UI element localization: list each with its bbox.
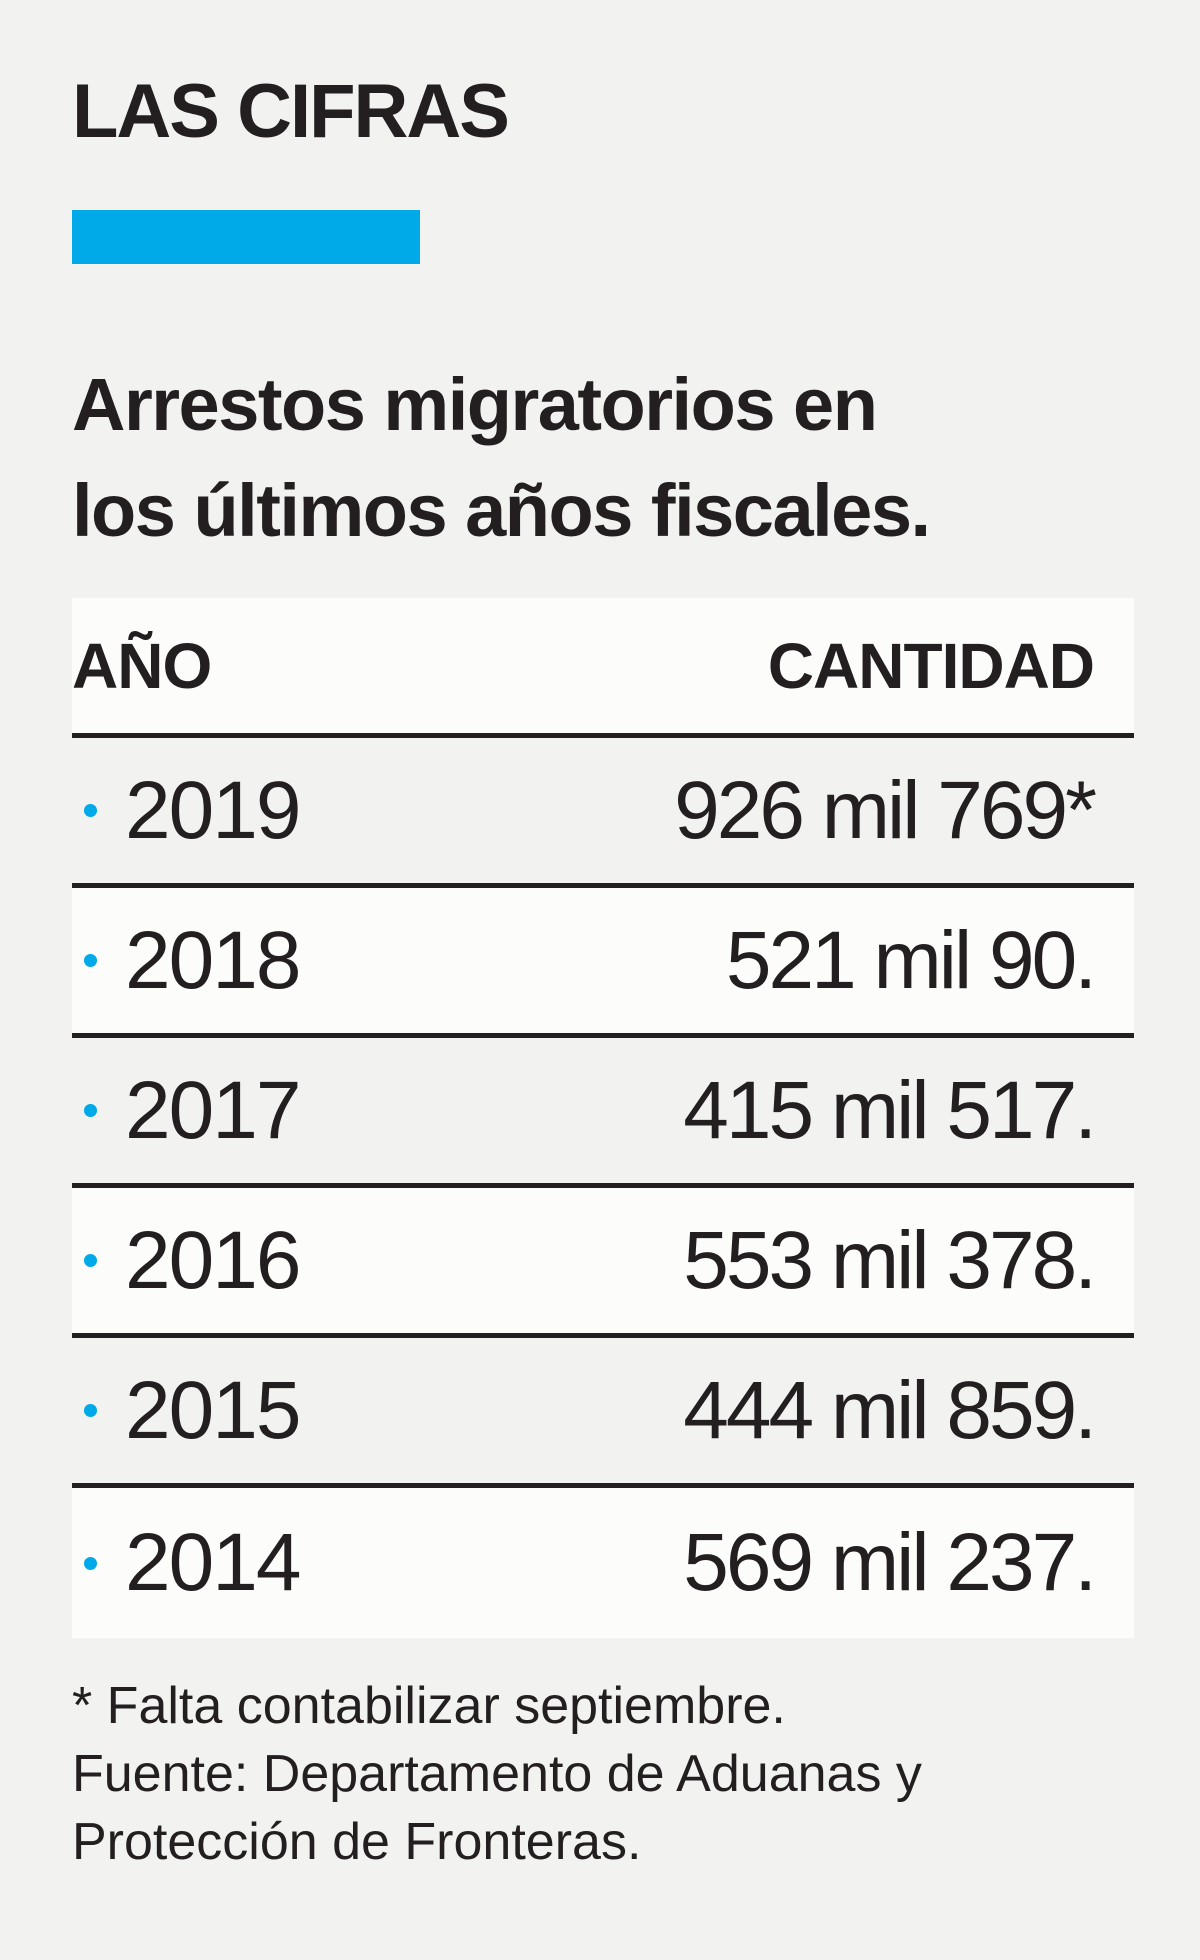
year-cell: 2018: [72, 914, 301, 1008]
year-cell: 2016: [72, 1214, 301, 1308]
table-row: 2018 521 mil 90.: [72, 888, 1134, 1038]
footnote: * Falta contabilizar septiembre. Fuente:…: [72, 1672, 1134, 1876]
footnote-source-line-2: Protección de Fronteras.: [72, 1813, 642, 1871]
section-kicker: LAS CIFRAS: [72, 69, 510, 154]
year-cell: 2017: [72, 1064, 301, 1158]
bullet-icon: [84, 954, 97, 967]
year-cell: 2015: [72, 1364, 301, 1458]
row-year: 2014: [125, 1517, 301, 1608]
headline-line-1: Arrestos migratorios en: [72, 363, 878, 446]
table-row: 2015 444 mil 859.: [72, 1338, 1134, 1488]
accent-bar: [72, 210, 420, 264]
row-amount: 553 mil 378.: [683, 1214, 1097, 1306]
year-cell: 2014: [72, 1516, 301, 1610]
footnote-note: * Falta contabilizar septiembre.: [72, 1677, 786, 1735]
table-row: 2019 926 mil 769*: [72, 738, 1134, 888]
bullet-icon: [84, 1556, 97, 1570]
bullet-icon: [84, 1254, 97, 1267]
column-header-year: AÑO: [72, 629, 212, 702]
bullet-icon: [84, 1404, 97, 1417]
row-year: 2019: [125, 764, 301, 856]
row-year: 2015: [125, 1364, 301, 1456]
table-row: 2017 415 mil 517.: [72, 1038, 1134, 1188]
bullet-icon: [84, 1104, 97, 1117]
column-header-amount: CANTIDAD: [767, 629, 1095, 702]
row-year: 2017: [125, 1064, 301, 1156]
year-cell: 2019: [72, 764, 301, 858]
row-amount: 569 mil 237.: [683, 1517, 1097, 1608]
table-row: 2016 553 mil 378.: [72, 1188, 1134, 1338]
headline-line-2: los últimos años fiscales.: [72, 469, 931, 552]
bullet-icon: [84, 804, 97, 817]
table-row: 2014 569 mil 237.: [72, 1488, 1134, 1638]
row-year: 2016: [125, 1214, 301, 1306]
row-amount: 444 mil 859.: [683, 1364, 1097, 1456]
arrests-table: AÑO CANTIDAD 2019 926 mil 769* 2018 521 …: [72, 598, 1134, 1638]
row-year: 2018: [125, 914, 301, 1006]
table-header: AÑO CANTIDAD: [72, 598, 1134, 738]
infographic: LAS CIFRAS Arrestos migratorios en los ú…: [72, 60, 1134, 1876]
footnote-source-line-1: Fuente: Departamento de Aduanas y: [72, 1745, 922, 1803]
row-amount: 415 mil 517.: [683, 1064, 1097, 1156]
row-amount: 926 mil 769*: [674, 764, 1097, 856]
row-amount: 521 mil 90.: [725, 914, 1097, 1006]
headline: Arrestos migratorios en los últimos años…: [72, 352, 1134, 564]
